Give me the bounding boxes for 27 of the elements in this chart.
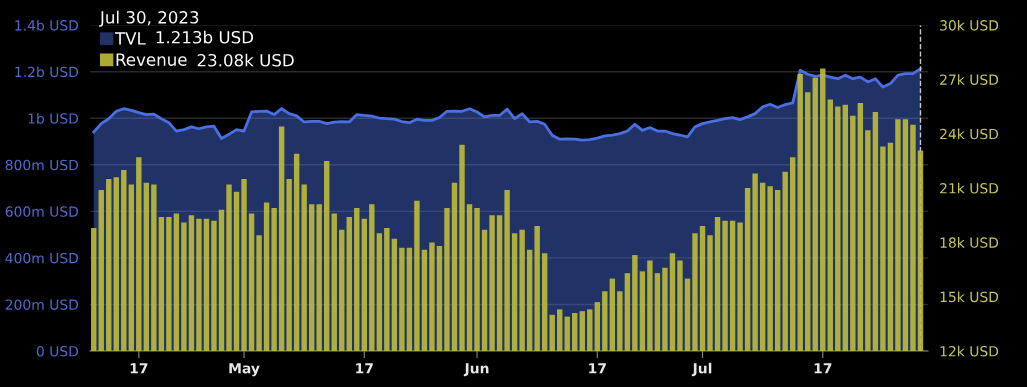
annotation: 23.08k USD — [197, 53, 294, 67]
legend-title: Jul 30, 2023 — [99, 10, 199, 27]
y2-tick-label: 30k USD — [940, 19, 999, 31]
y2-tick-label: 24k USD — [940, 128, 999, 140]
y2-tick-label: 15k USD — [940, 291, 999, 303]
y-tick-label: 600m USD — [5, 206, 79, 217]
y-tick-label: 0 USD — [36, 345, 79, 357]
y-tick-label: 1b USD — [28, 112, 79, 124]
legend-label: TVL — [114, 32, 146, 45]
legend-label: Revenue — [116, 53, 187, 66]
x-tick-label: Jun — [463, 363, 489, 377]
y-tick-label: 800m USD — [5, 159, 79, 171]
y-tick-label: 1.4b USD — [15, 19, 79, 31]
y-tick-label: 400m USD — [5, 252, 79, 264]
y-tick-label: 200m USD — [5, 299, 79, 310]
y2-tick-label: 18k USD — [940, 237, 999, 248]
x-tick-label: May — [229, 363, 260, 377]
y2-tick-label: 12k USD — [940, 345, 999, 357]
x-tick-label: 17 — [589, 363, 606, 374]
y2-tick-label: 21k USD — [940, 182, 999, 194]
y-tick-label: 1.2b USD — [15, 66, 79, 78]
x-tick-label: Jul — [691, 362, 712, 377]
x-tick-label: 17 — [130, 363, 148, 374]
x-tick-label: 17 — [814, 363, 832, 374]
y2-tick-label: 27k USD — [940, 74, 999, 85]
x-tick-label: 17 — [356, 363, 373, 374]
annotation: 1.213b USD — [156, 30, 254, 44]
